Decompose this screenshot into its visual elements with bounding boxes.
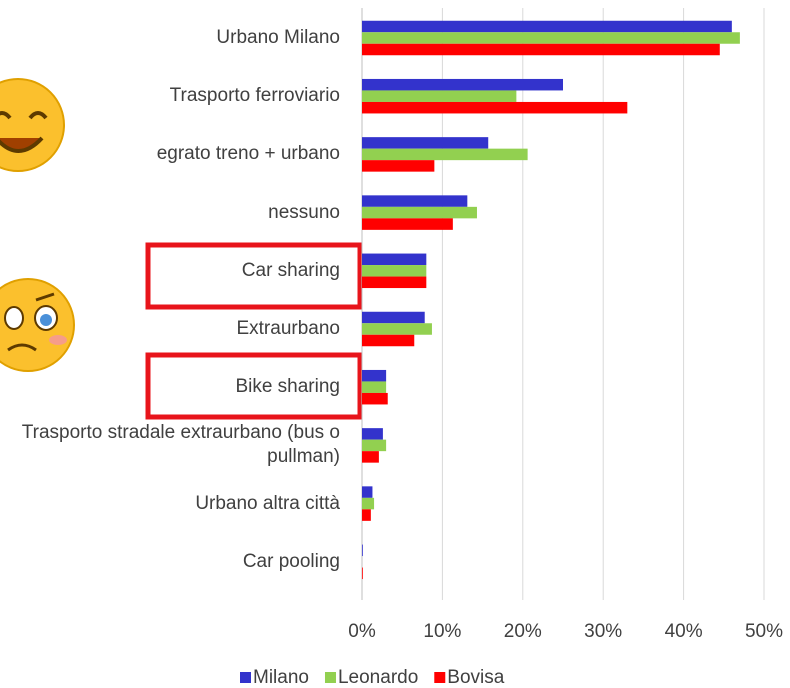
y-tick-label: Urbano altra città (195, 492, 340, 514)
x-tick-label: 20% (504, 621, 542, 642)
bar (362, 101, 628, 114)
bar (362, 334, 415, 347)
bar (362, 323, 432, 335)
bar (362, 195, 468, 207)
legend-swatch (324, 672, 336, 683)
legend-label: Bovisa (447, 667, 504, 688)
emoji-happy (0, 78, 65, 172)
bar (362, 90, 517, 102)
bar (362, 567, 363, 580)
bar (362, 160, 435, 172)
bar (362, 544, 363, 557)
x-tick-label: 10% (423, 621, 461, 642)
bar (362, 206, 477, 219)
emoji-worried (0, 278, 75, 372)
bar (362, 218, 453, 230)
bar (362, 148, 528, 161)
y-tick-label: nessuno (268, 201, 340, 223)
bar (362, 137, 489, 149)
x-tick-label: 0% (348, 621, 376, 642)
bar (362, 509, 371, 521)
x-tick-label: 30% (584, 621, 622, 642)
bar (362, 439, 387, 452)
bar (362, 392, 388, 405)
bar (362, 265, 427, 277)
bar (362, 381, 387, 393)
y-tick-label: egrato treno + urbano (156, 143, 340, 165)
x-tick-label: 50% (745, 621, 783, 642)
bar (362, 276, 427, 289)
bar (362, 43, 720, 56)
legend-label: Leonardo (338, 667, 418, 688)
y-tick-label: Car sharing (241, 259, 340, 281)
bar (362, 32, 740, 44)
bar (362, 369, 387, 382)
legend-swatch (240, 672, 251, 683)
bar (362, 497, 375, 510)
legend-swatch (434, 672, 446, 683)
bar (362, 20, 732, 33)
bar (362, 253, 427, 266)
y-tick-label: Car pooling (242, 550, 340, 572)
y-tick-label: Extraurbano (236, 318, 340, 339)
y-tick-label: Trasporto ferroviario (169, 85, 340, 107)
y-tick-label: Bike sharing (235, 376, 340, 398)
highlight-box (145, 242, 363, 310)
bar (362, 451, 379, 463)
y-tick-label: Urbano Milano (216, 27, 340, 48)
legend-label: Milano (253, 667, 309, 688)
bar (362, 428, 383, 440)
bar (362, 78, 563, 91)
bar (362, 311, 425, 324)
y-tick-label: Trasporto stradale extraurbano (bus o pu… (21, 422, 340, 468)
bar (362, 486, 373, 498)
highlight-box (145, 352, 363, 420)
x-tick-label: 40% (665, 621, 703, 642)
